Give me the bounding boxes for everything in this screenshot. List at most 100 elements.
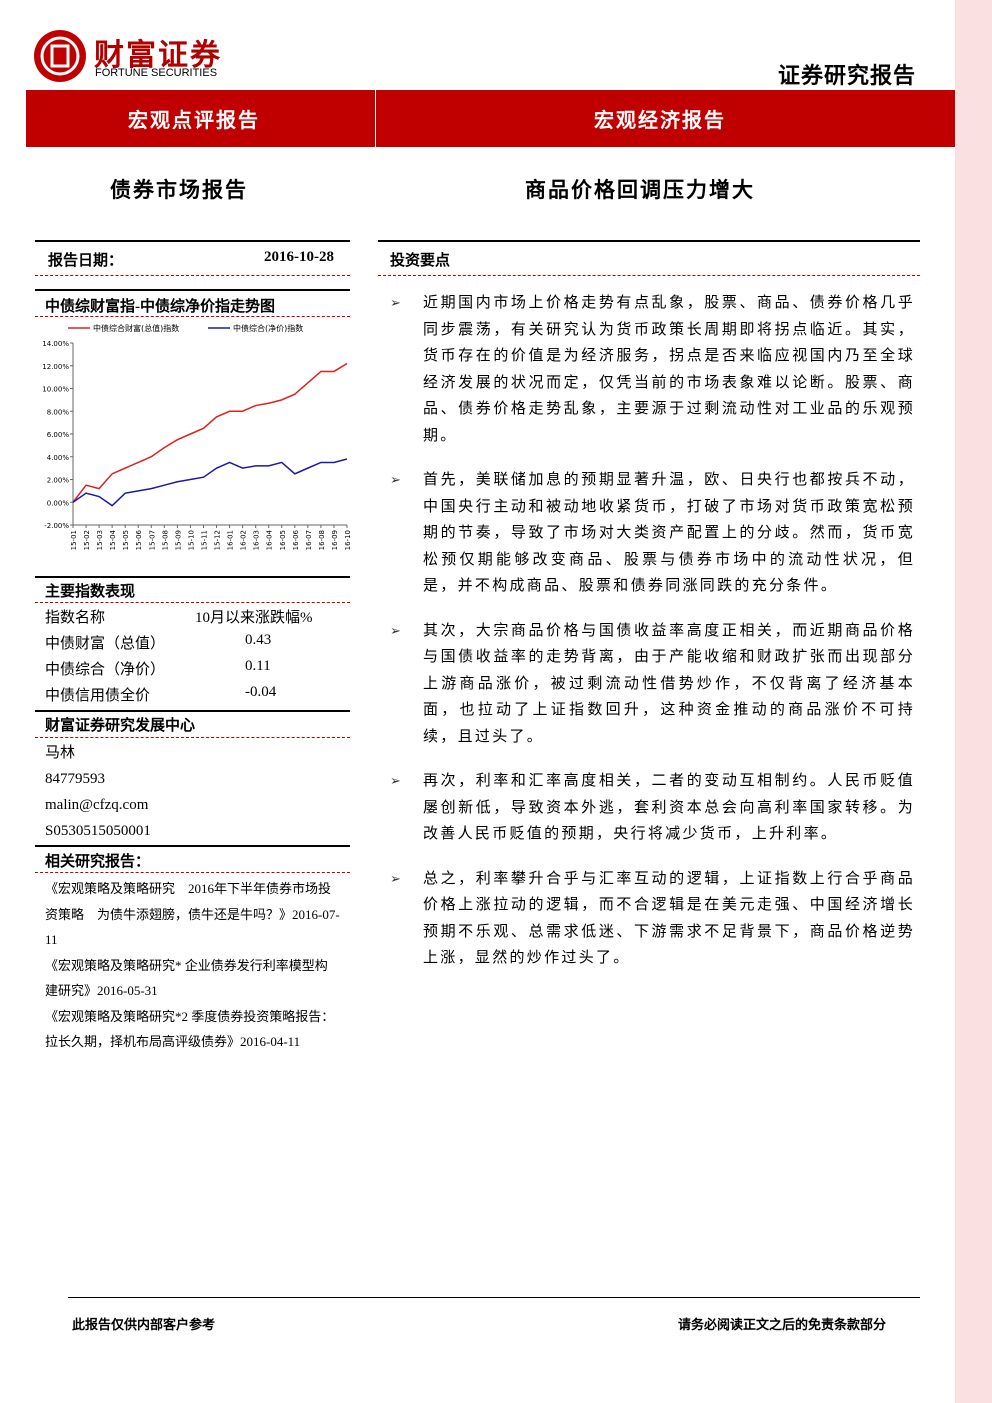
related-list: 《宏观策略及策略研究 2016年下半年债券市场投资策略 为债牛添翅膀，债牛还是牛… [45, 876, 340, 1055]
y-tick-label: 4.00% [47, 454, 70, 462]
footer-right: 请务必阅读正文之后的免责条款部分 [678, 1317, 887, 1332]
date-label: 报告日期： [48, 253, 124, 269]
bullet-item: ➢ 首先，美联储加息的预期显著升温，欧、日央行也都按兵不动，中国央行主动和被动地收… [390, 467, 915, 600]
rule [35, 737, 350, 738]
bullet-item: ➢ 其次，大宗商品价格与国债收益率高度正相关，而近期商品价格与国债收益率的走势背离… [390, 618, 915, 751]
x-tick-label: 16-09 [331, 530, 339, 550]
bullet-text: 首先，美联储加息的预期显著升温，欧、日央行也都按兵不动，中国央行主动和被动地收紧… [423, 472, 915, 594]
y-tick-label: 10.00% [42, 386, 69, 394]
x-tick-label: 16-07 [305, 530, 313, 550]
banner-right: 宏观经济报告 [594, 110, 726, 132]
table-value: -0.04 [245, 684, 277, 700]
x-tick-label: 15-03 [96, 530, 104, 550]
line-series [72, 362, 348, 503]
related-title: 相关研究报告： [45, 854, 151, 870]
x-tick-label: 15-02 [83, 530, 91, 550]
table-name: 中债信用债全价 [45, 688, 151, 704]
x-tick-label: 15-11 [200, 530, 208, 550]
legend-label: 中债综合财富(总值)指数 [93, 323, 179, 333]
left-title: 债券市场报告 [110, 178, 248, 202]
x-tick-label: 16-10 [344, 530, 350, 550]
rule [378, 240, 920, 242]
bullet-item: ➢ 总之，利率攀升合乎与汇率互动的逻辑，上证指数上行合乎商品价格上涨拉动的逻辑，而… [390, 866, 915, 972]
x-tick-label: 15-01 [70, 530, 78, 550]
divider [375, 90, 376, 147]
logo-cn: 财富证券 [94, 39, 222, 72]
x-tick-label: 16-05 [279, 530, 287, 550]
bullets: ➢ 近期国内市场上价格走势有点乱象，股票、商品、债券价格几乎同步震荡，有关研究认为… [390, 290, 915, 990]
y-tick-label: 2.00% [47, 477, 70, 485]
x-tick-label: 15-04 [109, 529, 117, 550]
contact-line: S0530515050001 [45, 823, 151, 839]
x-tick-label: 15-08 [161, 530, 169, 550]
table-name: 中债财富（总值） [45, 636, 166, 652]
bullet-item: ➢ 再次，利率和汇率高度相关，二者的变动互相制约。人民币贬值屡创新低，导致资本外逃… [390, 768, 915, 848]
x-tick-label: 15-09 [174, 530, 182, 550]
line-series [72, 458, 348, 507]
related-item: 《宏观策略及策略研究 2016年下半年债券市场投资策略 为债牛添翅膀，债牛还是牛… [45, 881, 340, 947]
rule [35, 576, 350, 578]
rule [35, 602, 350, 603]
x-tick-label: 16-02 [240, 530, 248, 550]
contact-line: 马林 [45, 745, 76, 761]
report-type: 证券研究报告 [778, 63, 917, 88]
rule [35, 845, 350, 847]
contact-line: malin@cfzq.com [45, 797, 149, 813]
y-tick-label: 0.00% [47, 499, 70, 507]
contacts: 马林 84779593 malin@cfzq.com S0530515050001 [45, 740, 151, 844]
logo-icon [34, 30, 86, 82]
y-tick-label: -2.00% [44, 522, 69, 530]
footer-left: 此报告仅供内部客户参考 [72, 1317, 216, 1332]
x-tick-label: 15-06 [135, 529, 143, 550]
rule [35, 240, 350, 242]
bullet-text: 其次，大宗商品价格与国债收益率高度正相关，而近期商品价格与国债收益率的走势背离，… [423, 622, 915, 745]
y-tick-label: 6.00% [47, 431, 70, 439]
table-value: 0.11 [245, 658, 271, 674]
rule [68, 1297, 920, 1298]
y-tick-label: 14.00% [42, 340, 69, 348]
x-tick-label: 15-12 [214, 530, 222, 550]
chart: -2.00% 0.00% 2.00% 4.00% 6.00% 8.00% 10.00% 12.… [42, 323, 350, 550]
contact-line: 84779593 [45, 771, 105, 787]
chart-title: 中债综财富指-中债综净价指走势图 [45, 299, 275, 315]
bullet-marker: ➢ [390, 622, 404, 638]
x-tick-label: 16-08 [318, 530, 326, 550]
x-tick-label: 16-03 [253, 530, 261, 550]
rule [35, 710, 350, 712]
table-value: 0.43 [245, 632, 272, 648]
x-tick-label: 16-04 [266, 529, 274, 550]
rule [35, 289, 350, 291]
y-tick-label: 12.00% [42, 363, 69, 371]
rule [378, 275, 920, 276]
side-strip [955, 0, 992, 1403]
bullet-marker: ➢ [390, 472, 404, 487]
date: 2016-10-28 [264, 249, 334, 265]
section-title: 投资要点 [390, 253, 451, 269]
bullet-marker: ➢ [390, 870, 404, 886]
related-item: 《宏观策略及策略研究*2 季度债券投资策略报告：拉长久期，择机布局高评级债券》2… [45, 1008, 335, 1050]
rule [35, 275, 350, 276]
table-value: 10月以来涨跌幅% [195, 610, 313, 626]
bullet-marker: ➢ [390, 295, 404, 310]
main-title: 商品价格回调压力增大 [525, 178, 755, 202]
rule [35, 316, 350, 317]
bullet-text: 近期国内市场上价格走势有点乱象，股票、商品、债券价格几乎同步震荡，有关研究认为货… [423, 295, 915, 444]
legend-label: 中债综合(净价)指数 [233, 323, 303, 333]
banner-left: 宏观点评报告 [128, 110, 260, 132]
logo-en: FORTUNE SECURITIES [95, 67, 218, 79]
bullet-text: 再次，利率和汇率高度相关，二者的变动互相制约。人民币贬值屡创新低，导致资本外逃，… [423, 773, 915, 842]
x-tick-label: 15-05 [122, 530, 130, 550]
center-title: 财富证券研究发展中心 [45, 718, 196, 734]
rule [35, 872, 350, 873]
banner: 宏观点评报告 宏观经济报告 [26, 90, 955, 147]
index-title: 主要指数表现 [45, 584, 136, 600]
table-name: 中债综合（净价） [45, 662, 166, 678]
table-name: 指数名称 [45, 610, 106, 626]
related-item: 《宏观策略及策略研究* 企业债券发行利率模型构建研究》2016-05-31 [45, 957, 328, 999]
x-tick-label: 15-07 [148, 530, 156, 550]
bullet-item: ➢ 近期国内市场上价格走势有点乱象，股票、商品、债券价格几乎同步震荡，有关研究认为… [390, 290, 915, 449]
x-tick-label: 16-06 [292, 529, 300, 550]
y-tick-label: 8.00% [47, 408, 70, 416]
bullet-marker: ➢ [390, 773, 404, 788]
